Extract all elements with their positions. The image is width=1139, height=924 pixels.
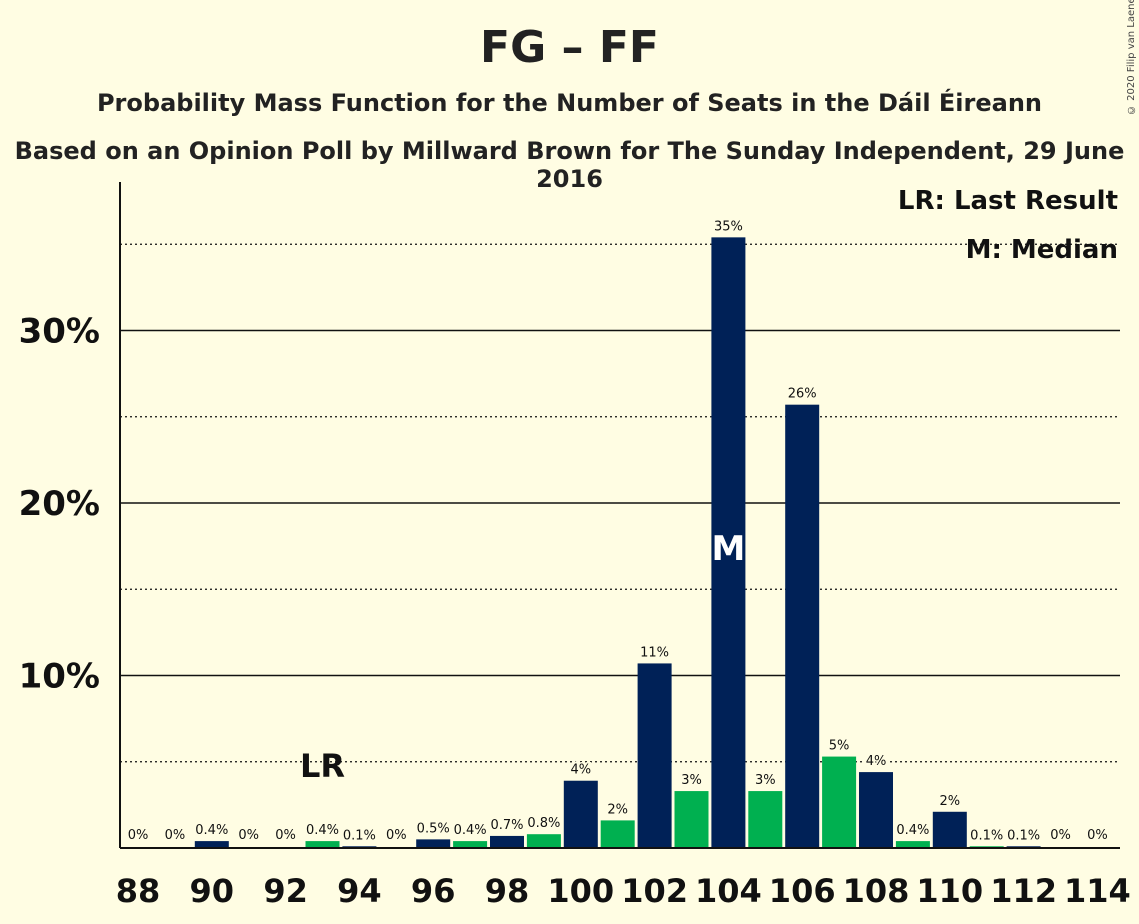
- x-tick-label-112: 112: [990, 872, 1057, 910]
- data-label-seats-96: 0.5%: [417, 821, 450, 836]
- data-label-seats-105: 3%: [755, 773, 776, 788]
- bar-seats-104: [711, 237, 746, 849]
- bar-seats-93: [305, 841, 340, 848]
- y-tick-label-30: 30%: [19, 312, 100, 352]
- x-tick-label-114: 114: [1064, 872, 1131, 910]
- data-label-seats-92: 0%: [275, 828, 296, 843]
- legend-median: M: Median: [966, 235, 1118, 265]
- legend-last-result: LR: Last Result: [898, 186, 1118, 216]
- data-label-seats-93: 0.4%: [306, 823, 339, 838]
- data-label-seats-101: 2%: [607, 802, 628, 817]
- data-label-seats-108: 4%: [866, 754, 887, 769]
- data-label-seats-102: 11%: [640, 645, 669, 660]
- bar-seats-90: [194, 841, 229, 848]
- data-label-seats-94: 0.1%: [343, 828, 376, 843]
- data-label-seats-107: 5%: [829, 739, 850, 754]
- data-label-seats-89: 0%: [165, 828, 186, 843]
- data-label-seats-110: 2%: [939, 794, 960, 809]
- bar-seats-106: [785, 404, 820, 848]
- data-label-seats-90: 0.4%: [195, 823, 228, 838]
- median-marker: M: [711, 529, 745, 569]
- data-label-seats-103: 3%: [681, 773, 702, 788]
- bar-seats-109: [895, 841, 930, 848]
- bar-seats-100: [563, 780, 598, 848]
- x-tick-label-100: 100: [547, 872, 614, 910]
- data-label-seats-112: 0.1%: [1007, 828, 1040, 843]
- x-tick-label-108: 108: [843, 872, 910, 910]
- bar-seats-101: [600, 820, 635, 848]
- data-label-seats-111: 0.1%: [970, 828, 1003, 843]
- data-label-seats-114: 0%: [1087, 828, 1108, 843]
- data-label-seats-104: 35%: [714, 219, 743, 234]
- last-result-marker: LR: [300, 747, 345, 785]
- bar-seats-102: [637, 663, 672, 848]
- bar-seats-105: [748, 791, 783, 848]
- chart-subtitle: Probability Mass Function for the Number…: [96, 89, 1043, 117]
- gridlines: [120, 243, 1120, 763]
- chart-title: FG – FF: [480, 22, 659, 73]
- data-label-seats-88: 0%: [128, 828, 149, 843]
- bar-seats-96: [416, 839, 451, 848]
- chart-source-line: Based on an Opinion Poll by Millward Bro…: [14, 137, 1125, 193]
- y-tick-label-10: 10%: [19, 657, 100, 697]
- axes: 88 90 92 94 96 98 100 102 104 106 108 110 112 114 10% 2…: [19, 182, 1131, 910]
- data-label-seats-100: 4%: [570, 763, 591, 778]
- y-tick-label-20: 20%: [19, 484, 100, 524]
- x-tick-label-88: 88: [116, 872, 161, 910]
- data-label-seats-98: 0.7%: [490, 818, 523, 833]
- data-label-seats-91: 0%: [238, 828, 259, 843]
- x-tick-label-96: 96: [411, 872, 456, 910]
- data-label-seats-95: 0%: [386, 828, 407, 843]
- data-label-seats-97: 0.4%: [454, 823, 487, 838]
- x-tick-label-106: 106: [769, 872, 836, 910]
- x-tick-label-104: 104: [695, 872, 762, 910]
- bar-seats-108: [859, 772, 893, 848]
- bar-seats-110: [932, 811, 967, 848]
- bar-seats-97: [453, 841, 488, 848]
- x-tick-label-92: 92: [263, 872, 308, 910]
- x-tick-label-90: 90: [190, 872, 235, 910]
- data-label-seats-99: 0.8%: [527, 816, 560, 831]
- x-tick-label-110: 110: [916, 872, 983, 910]
- bar-seats-103: [674, 791, 709, 848]
- x-tick-label-102: 102: [621, 872, 688, 910]
- data-label-seats-113: 0%: [1050, 828, 1071, 843]
- data-label-seats-109: 0.4%: [896, 823, 929, 838]
- data-labels: 0% 0% 0.4% 0% 0% 0.4% 0.1% 0% 0.5% 0.4% 0.7% 0.8%4%…: [126, 218, 1109, 845]
- x-tick-label-94: 94: [337, 872, 382, 910]
- bar-seats-99: [526, 834, 561, 848]
- bar-seats-98: [490, 835, 524, 848]
- bars: [194, 237, 1041, 849]
- data-label-seats-106: 26%: [788, 387, 817, 402]
- bar-seats-107: [822, 756, 857, 848]
- x-tick-label-98: 98: [485, 872, 530, 910]
